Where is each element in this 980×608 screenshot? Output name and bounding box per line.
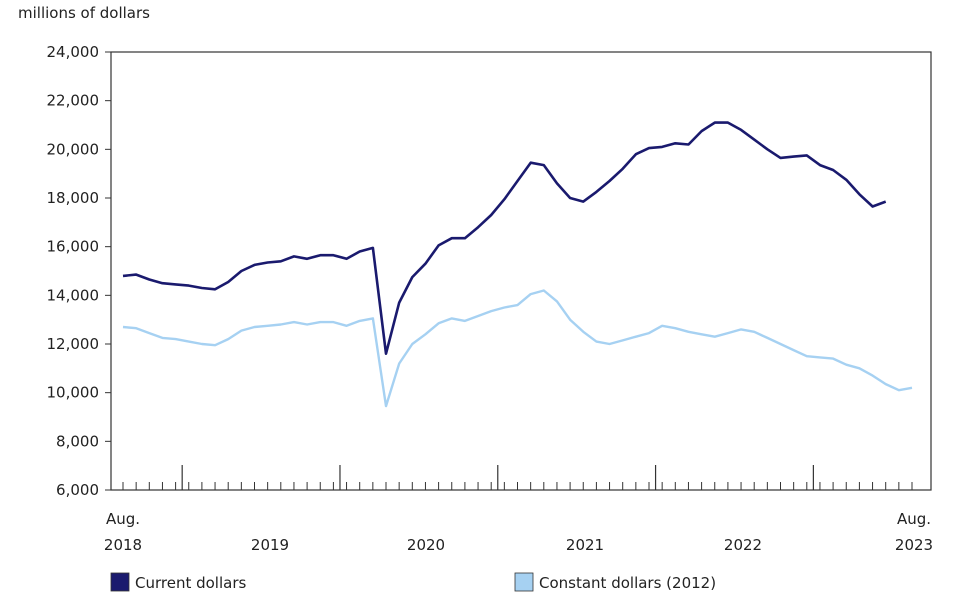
- y-tick-label: 10,000: [47, 384, 100, 402]
- legend-label: Constant dollars (2012): [539, 574, 716, 592]
- y-axis-label: millions of dollars: [18, 4, 150, 22]
- x-axis: Aug. 2018 2019 2020 2021 2022 Aug. 2023: [104, 465, 933, 554]
- y-tick-label: 8,000: [56, 432, 99, 450]
- series-lines: [122, 121, 913, 408]
- y-tick-label: 16,000: [47, 238, 100, 256]
- legend-label: Current dollars: [135, 574, 246, 592]
- x-tick-label-year: 2019: [251, 536, 289, 554]
- x-tick-label-year: 2020: [407, 536, 445, 554]
- y-tick-label: 6,000: [56, 481, 99, 499]
- y-tick-label: 12,000: [47, 335, 100, 353]
- y-tick-label: 14,000: [47, 286, 100, 304]
- x-tick-label-month: Aug.: [106, 510, 140, 528]
- y-tick-label: 24,000: [47, 43, 100, 61]
- plot-frame: [110, 51, 932, 491]
- series-line-current-dollars: [122, 121, 887, 355]
- x-tick-label-year: 2021: [566, 536, 604, 554]
- legend: Current dollars Constant dollars (2012): [110, 572, 716, 592]
- y-axis: 24,000 22,000 20,000 18,000 16,000 14,000 12,0…: [47, 43, 111, 499]
- x-tick-label-year: 2022: [724, 536, 762, 554]
- x-tick-label-year: 2018: [104, 536, 142, 554]
- x-tick-label-month: Aug.: [897, 510, 931, 528]
- series-line-constant-dollars: [122, 289, 913, 408]
- y-tick-label: 22,000: [47, 92, 100, 110]
- legend-swatch: [514, 572, 534, 592]
- y-tick-label: 18,000: [47, 189, 100, 207]
- legend-swatch: [110, 572, 130, 592]
- x-tick-label-year: 2023: [895, 536, 933, 554]
- y-tick-label: 20,000: [47, 140, 100, 158]
